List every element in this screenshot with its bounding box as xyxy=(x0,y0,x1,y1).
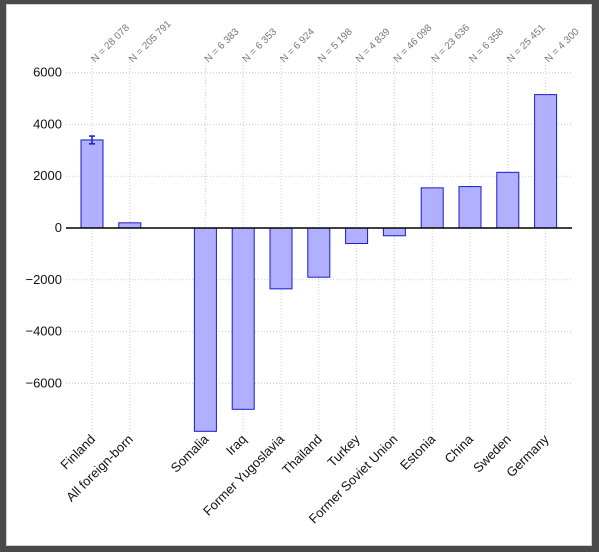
sample-size-label: N = 6 353 xyxy=(241,26,280,65)
gridlines xyxy=(66,62,572,432)
x-tick-label: Iraq xyxy=(223,432,249,458)
x-tick-label: China xyxy=(441,431,476,466)
y-tick-label: −6000 xyxy=(25,375,62,390)
y-tick-label: −2000 xyxy=(25,272,62,287)
bar xyxy=(193,227,217,432)
bar xyxy=(345,227,369,245)
bar xyxy=(80,139,104,229)
sample-size-label: N = 6 383 xyxy=(203,26,242,65)
x-tick-label: All foreign-born xyxy=(63,432,136,505)
bar xyxy=(496,171,520,229)
bar xyxy=(420,187,444,229)
bar xyxy=(307,227,331,278)
y-tick-label: 2000 xyxy=(33,168,62,183)
x-tick-label: Estonia xyxy=(397,431,439,473)
sample-size-label: N = 6 358 xyxy=(467,26,506,65)
x-tick-label: Somalia xyxy=(168,431,212,475)
x-tick-label: Thailand xyxy=(279,432,325,478)
sample-size-label: N = 25 451 xyxy=(505,22,548,65)
x-tick-label: Germany xyxy=(503,431,552,480)
y-tick-label: 4000 xyxy=(33,116,62,131)
sample-size-label: N = 6 924 xyxy=(278,26,317,65)
sample-size-label: N = 5 198 xyxy=(316,26,355,65)
bar xyxy=(458,186,482,229)
sample-size-label: N = 4 839 xyxy=(354,26,393,65)
sample-size-label: N = 205 791 xyxy=(127,18,174,65)
bar xyxy=(231,227,255,410)
y-axis-ticks: 6000 4000 2000 0 −2000 −4000 −6000 xyxy=(25,65,62,391)
bar xyxy=(534,94,558,229)
chart-frame xyxy=(6,4,592,546)
sample-size-label: N = 4 300 xyxy=(543,26,582,65)
sample-size-label: N = 46 098 xyxy=(392,22,435,65)
bar xyxy=(382,227,406,237)
y-tick-label: 6000 xyxy=(33,65,62,80)
sample-size-label: N = 23 636 xyxy=(430,22,473,65)
sample-size-label: N = 28 078 xyxy=(89,22,132,65)
y-tick-label: −4000 xyxy=(25,324,62,339)
bar xyxy=(269,227,293,290)
y-tick-label: 0 xyxy=(55,220,62,235)
bar xyxy=(118,222,142,229)
